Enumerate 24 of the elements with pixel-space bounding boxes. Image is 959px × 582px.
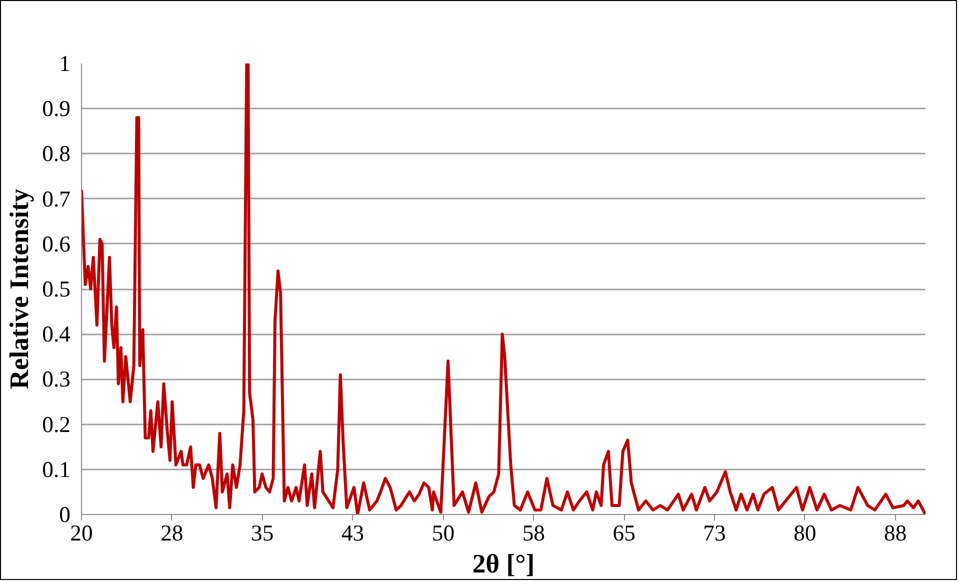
y-tick-label: 1 — [59, 51, 70, 76]
y-tick-label: 0.8 — [42, 141, 71, 166]
y-axis-title: Relative Intensity — [4, 188, 34, 390]
x-axis-title: 2θ [°] — [472, 548, 535, 578]
y-tick-label: 0.7 — [42, 186, 71, 212]
y-tick-label: 0.2 — [42, 412, 71, 437]
x-tick-label: 20 — [70, 520, 93, 546]
x-tick-label: 73 — [703, 520, 726, 546]
y-tick-label: 0.3 — [42, 366, 71, 392]
y-tick-label: 0.1 — [42, 456, 71, 482]
y-tick-label: 0.6 — [42, 231, 71, 256]
x-tick-label: 88 — [884, 520, 907, 546]
y-tick-label: 0.4 — [42, 322, 71, 347]
y-tick-label: 0.9 — [42, 96, 71, 122]
x-tick-label: 58 — [522, 520, 545, 546]
y-tick-label: 0.5 — [42, 276, 71, 302]
y-tick-label: 0 — [59, 502, 70, 527]
x-tick-label: 28 — [160, 520, 184, 546]
x-tick-label: 50 — [432, 520, 455, 546]
line-series — [82, 64, 926, 514]
x-tick-label: 65 — [612, 520, 636, 546]
x-tick-label: 43 — [341, 520, 364, 546]
x-tick-label: 80 — [794, 520, 816, 546]
x-tick-label: 35 — [251, 520, 274, 546]
